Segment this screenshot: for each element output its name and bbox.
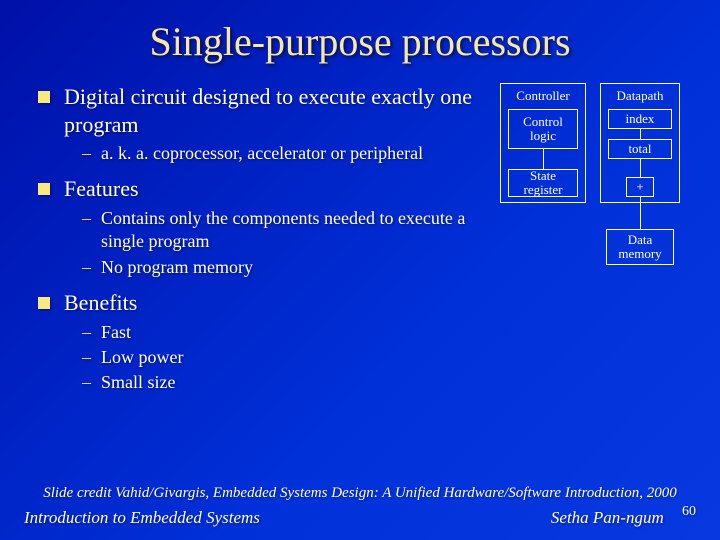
content-area: Digital circuit designed to execute exac… xyxy=(0,83,720,405)
connector-line xyxy=(543,149,544,169)
dash-icon: – xyxy=(82,256,91,279)
sub-item: – Small size xyxy=(82,371,490,394)
sub-item: – Contains only the components needed to… xyxy=(82,207,490,254)
sub-text: Contains only the components needed to e… xyxy=(101,207,490,254)
connector-line xyxy=(640,197,641,229)
bullet-square-icon xyxy=(38,91,50,103)
sub-item: – No program memory xyxy=(82,256,490,279)
sub-item: – Fast xyxy=(82,321,490,344)
sub-item: – Low power xyxy=(82,346,490,369)
bullet-item: Digital circuit designed to execute exac… xyxy=(38,83,490,138)
footer-row: Introduction to Embedded Systems Setha P… xyxy=(24,508,696,528)
sub-list: – a. k. a. coprocessor, accelerator or p… xyxy=(82,142,490,165)
adder-box: + xyxy=(626,177,654,197)
dash-icon: – xyxy=(82,346,91,369)
sub-list: – Fast – Low power – Small size xyxy=(82,321,490,395)
bullet-square-icon xyxy=(38,297,50,309)
bullet-text: Digital circuit designed to execute exac… xyxy=(64,83,490,138)
bullet-column: Digital circuit designed to execute exac… xyxy=(38,83,500,405)
block-diagram: Controller Datapath Control logic State … xyxy=(500,83,680,313)
sub-list: – Contains only the components needed to… xyxy=(82,207,490,279)
control-logic-box: Control logic xyxy=(508,109,578,149)
diagram-column: Controller Datapath Control logic State … xyxy=(500,83,690,405)
bullet-text: Benefits xyxy=(64,289,137,317)
bullet-square-icon xyxy=(38,183,50,195)
bullet-item: Features xyxy=(38,175,490,203)
data-memory-box: Data memory xyxy=(606,229,674,265)
sub-text: Fast xyxy=(101,321,131,344)
connector-line xyxy=(640,129,641,139)
dash-icon: – xyxy=(82,142,91,165)
index-box: index xyxy=(608,109,672,129)
connector-line xyxy=(640,159,641,177)
state-register-box: State register xyxy=(508,169,578,197)
footer-left: Introduction to Embedded Systems xyxy=(24,508,260,528)
bullet-item: Benefits xyxy=(38,289,490,317)
sub-text: Small size xyxy=(101,371,176,394)
slide-credit: Slide credit Vahid/Givargis, Embedded Sy… xyxy=(24,485,696,502)
sub-text: No program memory xyxy=(101,256,253,279)
sub-item: – a. k. a. coprocessor, accelerator or p… xyxy=(82,142,490,165)
dash-icon: – xyxy=(82,321,91,344)
dash-icon: – xyxy=(82,371,91,394)
dash-icon: – xyxy=(82,207,91,230)
page-number: 60 xyxy=(682,504,696,519)
footer-author: Setha Pan-ngum xyxy=(551,508,664,527)
bullet-text: Features xyxy=(64,175,139,203)
total-box: total xyxy=(608,139,672,159)
footer: Slide credit Vahid/Givargis, Embedded Sy… xyxy=(0,485,720,528)
footer-right-group: Setha Pan-ngum 60 xyxy=(551,508,696,528)
sub-text: a. k. a. coprocessor, accelerator or per… xyxy=(101,142,423,165)
slide-title: Single-purpose processors xyxy=(0,0,720,83)
sub-text: Low power xyxy=(101,346,183,369)
